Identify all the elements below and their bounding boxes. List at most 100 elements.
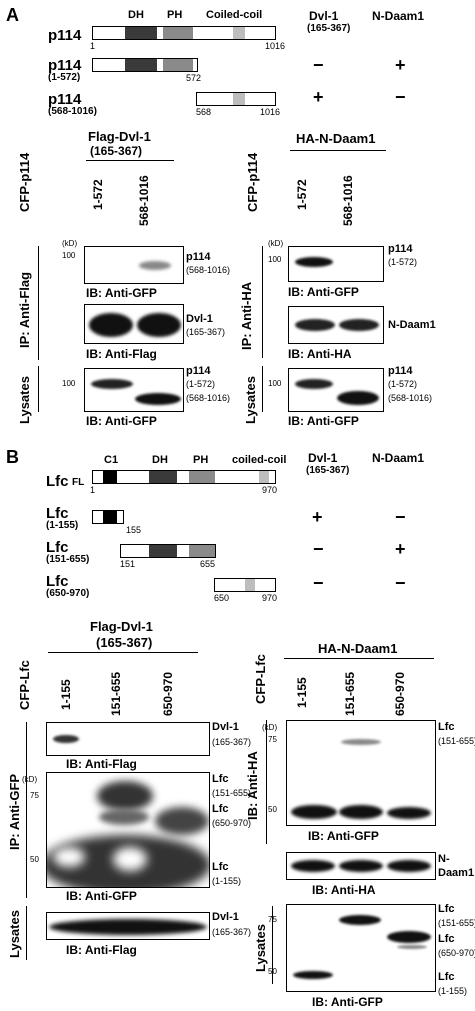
b-left-kd: (kD) xyxy=(22,775,38,784)
b-left-ip-label: IP: Anti-GFP xyxy=(7,773,22,850)
lfc-2-dvl1-binding: − xyxy=(313,539,324,559)
domain-dh-label: DH xyxy=(128,9,144,21)
a-left-b1-label: p114 xyxy=(186,251,211,263)
a-left-mw100b: 100 xyxy=(62,379,76,388)
b-right-lane-2: 151-655 xyxy=(343,671,357,716)
a-right-lys-label: Lysates xyxy=(243,376,258,424)
b-right-b2-label: N- xyxy=(438,853,450,865)
domain-ph-b-label: PH xyxy=(193,454,209,466)
b-right-b3-r2: (650-970) xyxy=(438,948,475,958)
b-right-ib2: IB: Anti-HA xyxy=(312,883,376,897)
lfc-3-dvl1-binding: − xyxy=(313,573,324,593)
b-left-b1-label: Dvl-1 xyxy=(212,721,239,733)
col-ndaam1-b-label: N-Daam1 xyxy=(372,451,425,465)
b-right-blot-lysates xyxy=(286,904,436,992)
domain-dh-b-label: DH xyxy=(152,454,168,466)
a-right-ip-label: IP: Anti-HA xyxy=(239,281,254,350)
a-right-b3-r1: (1-572) xyxy=(388,379,418,389)
b-right-mw50: 50 xyxy=(268,805,277,814)
col-dvl1-label: Dvl-1 xyxy=(309,9,339,23)
b-left-blot-lysates xyxy=(46,912,210,940)
construct-p114-c-name: p114 xyxy=(48,91,82,108)
construct-p114-n-bar xyxy=(92,58,198,72)
a-left-ib2: IB: Anti-Flag xyxy=(86,347,157,361)
construct-lfc-2-bar xyxy=(120,544,216,558)
construct-lfc-1-range: (1-155) xyxy=(46,520,79,531)
a-left-title: Flag-Dvl-1 xyxy=(88,129,151,144)
a-right-blot-ip-gfp xyxy=(288,246,384,282)
b-right-mw75b: 75 xyxy=(268,915,277,924)
a-right-ib2: IB: Anti-HA xyxy=(288,347,352,361)
a-left-ib1: IB: Anti-GFP xyxy=(86,286,157,300)
a-left-side-label: CFP-p114 xyxy=(17,152,32,212)
b-left-title-range: (165-367) xyxy=(96,635,153,650)
a-left-lane-2: 568-1016 xyxy=(137,175,151,226)
b-left-ib2: IB: Anti-GFP xyxy=(66,889,137,903)
domain-ph-label: PH xyxy=(167,9,183,21)
b-right-ib1: IB: Anti-GFP xyxy=(308,829,379,843)
a-right-b1-range: (1-572) xyxy=(388,257,418,267)
b-left-mw75: 75 xyxy=(30,791,39,800)
b-left-lys-label: Lysates xyxy=(7,910,22,958)
b-left-ib3: IB: Anti-Flag xyxy=(66,943,137,957)
b-left-title: Flag-Dvl-1 xyxy=(90,619,153,634)
b-right-b1-range: (151-655) xyxy=(438,736,475,746)
a-left-title-range: (165-367) xyxy=(90,144,143,158)
construct-p114-c-bar xyxy=(196,92,276,106)
b-right-b2-label2: Daam1 xyxy=(438,867,475,879)
a-left-blot-ip-gfp xyxy=(84,246,184,284)
col-dvl1-range: (165-367) xyxy=(307,23,351,34)
a-right-b1-label: p114 xyxy=(388,243,413,255)
a-right-b3-label: p114 xyxy=(388,365,413,377)
construct-p114-full-start: 1 xyxy=(90,41,96,51)
a-left-ip-label: IP: Anti-Flag xyxy=(17,271,32,348)
p114-c-dvl1-binding: + xyxy=(313,87,324,107)
b-left-b3-range: (165-367) xyxy=(212,927,252,937)
p114-n-ndaam1-binding: + xyxy=(395,55,406,75)
lfc-2-ndaam1-binding: + xyxy=(395,539,406,559)
construct-lfc-full-start: 1 xyxy=(90,485,96,495)
a-right-b2-label: N-Daam1 xyxy=(388,319,436,331)
construct-lfc-2-start: 151 xyxy=(120,559,136,569)
b-right-b1-label: Lfc xyxy=(438,721,455,733)
a-left-lane-1: 1-572 xyxy=(91,179,105,210)
b-right-lane-1: 1-155 xyxy=(295,677,309,708)
b-left-lane-2: 151-655 xyxy=(109,671,123,716)
b-left-blot-ip-gfp xyxy=(46,772,210,888)
a-right-mw100: 100 xyxy=(268,255,282,264)
b-right-ib3: IB: Anti-GFP xyxy=(312,995,383,1009)
construct-lfc-2-end: 655 xyxy=(200,559,216,569)
lfc-3-ndaam1-binding: − xyxy=(395,573,406,593)
a-right-kd: (kD) xyxy=(268,239,284,248)
construct-lfc-1-end: 155 xyxy=(126,525,142,535)
construct-lfc-full-range: FL xyxy=(72,477,85,488)
b-right-b3-l3: Lfc xyxy=(438,971,455,983)
construct-lfc-3-start: 650 xyxy=(214,593,230,603)
construct-p114-n-range: (1-572) xyxy=(48,72,81,83)
b-left-b2-r1: (151-655) xyxy=(212,788,252,798)
b-right-title: HA-N-Daam1 xyxy=(318,641,398,656)
domain-cc-label: Coiled-coil xyxy=(206,9,263,21)
construct-p114-full-bar xyxy=(92,26,276,40)
construct-p114-full-name: p114 xyxy=(48,27,82,44)
b-left-blot-ip-flag xyxy=(46,722,210,756)
b-left-ib1: IB: Anti-Flag xyxy=(66,757,137,771)
col-dvl1-b-label: Dvl-1 xyxy=(308,451,338,465)
construct-lfc-3-range: (650-970) xyxy=(46,588,90,599)
a-right-ib3: IB: Anti-GFP xyxy=(288,414,359,428)
col-dvl1-b-range: (165-367) xyxy=(306,465,350,476)
b-left-b2-l1: Lfc xyxy=(212,773,229,785)
a-left-b3-label: p114 xyxy=(186,365,211,377)
a-right-lane-2: 568-1016 xyxy=(341,175,355,226)
col-ndaam1-label: N-Daam1 xyxy=(372,9,425,23)
a-left-lys-label: Lysates xyxy=(17,376,32,424)
b-right-ip-label: IB: Anti-HA xyxy=(245,751,260,820)
construct-p114-c-end: 1016 xyxy=(260,107,281,117)
construct-p114-full-end: 1016 xyxy=(265,41,286,51)
construct-lfc-full-bar xyxy=(92,470,276,484)
a-left-b3-r2: (568-1016) xyxy=(186,393,231,403)
construct-p114-c-start: 568 xyxy=(196,107,212,117)
b-left-lane-3: 650-970 xyxy=(161,671,175,716)
b-left-b3-label: Dvl-1 xyxy=(212,911,239,923)
b-right-mw75: 75 xyxy=(268,735,277,744)
